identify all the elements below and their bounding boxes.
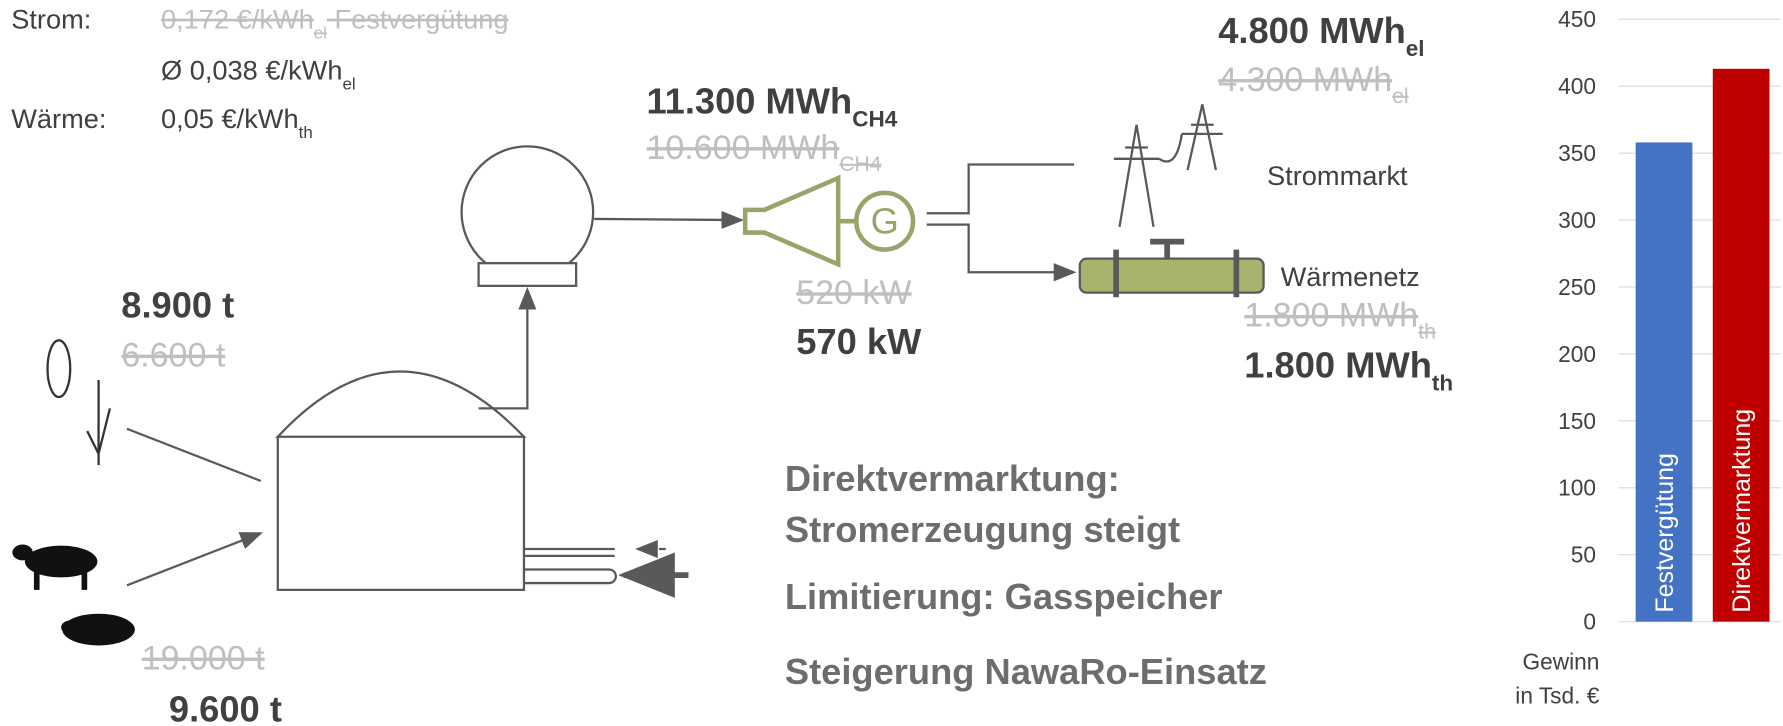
strom-label: Strom: <box>11 3 91 34</box>
y-tick-label: 450 <box>1558 6 1596 32</box>
y-tick-label: 0 <box>1583 609 1596 635</box>
y-tick-label: 150 <box>1558 408 1596 434</box>
bar-chart: 0 50 100 150 200 250 300 350 400 450 Gewinn in Tsd.… <box>1515 6 1781 708</box>
text: 1.800 MWh <box>1244 297 1418 335</box>
bar <box>1635 142 1693 622</box>
text: th <box>299 123 313 142</box>
generator-symbol: G <box>871 201 899 242</box>
text: th <box>1432 370 1453 395</box>
y-tick-label: 300 <box>1558 207 1596 233</box>
note: Stromerzeugung steigt <box>785 509 1180 550</box>
gas-storage-base <box>477 262 578 287</box>
bar-label: Festvergütung <box>1651 453 1679 612</box>
diagram: G <box>12 104 1265 646</box>
y-tick-label: 400 <box>1558 73 1596 99</box>
text: 4.800 MWh <box>1218 10 1406 51</box>
bar-label: Direktvermarktung <box>1728 409 1756 613</box>
text: 4.300 MWh <box>1218 61 1392 99</box>
text: CH4 <box>839 152 881 175</box>
note: Limitierung: Gasspeicher <box>785 576 1223 617</box>
manure-old: 19.000 t <box>142 639 265 677</box>
text: CH4 <box>852 106 897 131</box>
y-axis-label: in Tsd. € <box>1515 682 1599 708</box>
text: el <box>1406 36 1425 61</box>
power-new: 570 kW <box>796 321 922 362</box>
text: 0,05 €/kWh <box>161 103 299 134</box>
electricity-new: 4.800 MWhel <box>1218 10 1424 61</box>
gas-storage <box>460 145 595 280</box>
waermenetz-label: Wärmenetz <box>1281 261 1420 292</box>
text: 1.800 MWh <box>1244 345 1432 386</box>
y-tick-label: 100 <box>1558 475 1596 501</box>
y-tick-label: 350 <box>1558 140 1596 166</box>
y-tick-label: 250 <box>1558 274 1596 300</box>
electricity-old: 4.300 MWhel <box>1218 61 1408 107</box>
arrow <box>594 210 745 229</box>
strom-old-price: 0,172 €/kWhel Festvergütung <box>161 3 509 42</box>
note: Steigerung NawaRo-Einsatz <box>785 651 1267 692</box>
y-tick-label: 50 <box>1571 542 1596 568</box>
text: el <box>343 74 356 93</box>
text: Ø 0,038 €/kWh <box>161 54 343 85</box>
heat-pipe <box>523 547 617 585</box>
text: th <box>1418 320 1436 343</box>
heat-network-pipe <box>1078 238 1265 298</box>
generator <box>742 174 916 268</box>
crops <box>46 339 112 466</box>
animals <box>12 544 135 646</box>
bar <box>1712 68 1770 622</box>
heat-old: 1.800 MWhth <box>1244 297 1436 344</box>
arrow <box>478 286 537 410</box>
crops-new: 8.900 t <box>121 285 234 326</box>
text: 11.300 MWh <box>646 80 852 121</box>
text: el <box>1392 84 1408 107</box>
digester <box>275 370 527 592</box>
pylons <box>1113 104 1223 228</box>
crops-old: 6.600 t <box>121 336 226 374</box>
waerme-price: 0,05 €/kWhth <box>161 103 313 142</box>
strommarkt-label: Strommarkt <box>1267 160 1408 191</box>
strom-avg-price: Ø 0,038 €/kWhel <box>161 54 356 93</box>
note: Direktvermarktung: <box>785 458 1120 499</box>
arrow <box>926 163 1074 272</box>
gas-old: 10.600 MWhCH4 <box>646 129 881 175</box>
text: Festvergütung <box>327 3 509 34</box>
text: 10.600 MWh <box>646 129 839 167</box>
text: 0,172 €/kWh <box>161 3 314 34</box>
y-axis-label: Gewinn <box>1522 648 1599 674</box>
heat-new: 1.800 MWhth <box>1244 345 1453 396</box>
text: el <box>314 23 327 42</box>
gas-new: 11.300 MWhCH4 <box>646 80 897 130</box>
y-tick-label: 200 <box>1558 341 1596 367</box>
waerme-label: Wärme: <box>11 103 106 134</box>
manure-new: 9.600 t <box>169 688 282 726</box>
power-old: 520 kW <box>796 274 911 312</box>
arrow <box>126 427 261 587</box>
